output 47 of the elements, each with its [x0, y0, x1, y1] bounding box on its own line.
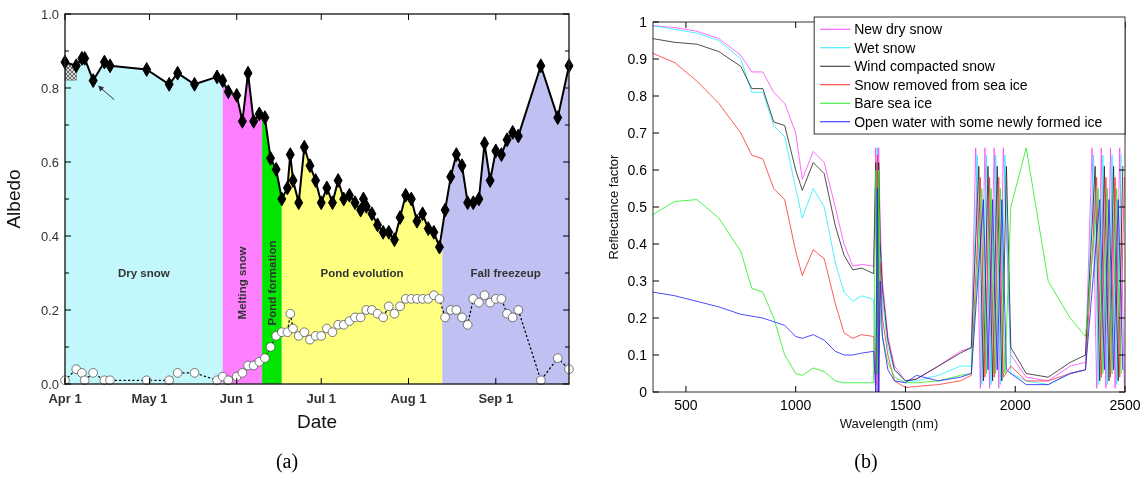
x-tick-label: Jul 1 — [306, 391, 337, 406]
line-series — [652, 147, 1122, 384]
y-tick-label: 0.5 — [627, 198, 648, 215]
band-label: Pond evolution — [320, 266, 404, 279]
legend-label: Wet snow — [854, 39, 917, 56]
band-label: Melting snow — [236, 246, 249, 320]
y-tick-label: 0.8 — [40, 80, 59, 96]
y-tick-label: 0 — [639, 383, 648, 400]
y-tick-label: 0.4 — [40, 228, 59, 244]
y-tick-label: 0.9 — [627, 50, 648, 67]
y-tick-label: 0.2 — [627, 309, 648, 326]
x-tick-label: 1000 — [780, 397, 812, 413]
x-axis-title: Date — [296, 411, 338, 432]
y-tick-label: 0.7 — [627, 124, 648, 141]
y-tick-label: 0.8 — [627, 87, 648, 104]
band-label: Fall freezeup — [470, 266, 541, 279]
x-tick-label: May 1 — [131, 391, 168, 406]
x-axis-title: Wavelength (nm) — [839, 416, 939, 431]
x-tick-label: Sep 1 — [478, 391, 514, 406]
x-tick-label: 1500 — [889, 397, 922, 413]
x-tick-label: 2000 — [999, 397, 1032, 413]
text: (a) — [275, 450, 299, 473]
x-tick-label: Jun 1 — [219, 391, 254, 406]
line-series — [652, 188, 1124, 393]
x-tick-label: Apr 1 — [48, 391, 82, 406]
legend-label: Open water with some newly formed ice — [854, 113, 1103, 130]
y-tick-label: 0.6 — [40, 154, 59, 170]
y-axis-title: Reflectance factor — [606, 153, 621, 260]
legend-label: Wind compacted snow — [854, 58, 996, 75]
x-tick-label: 2500 — [1109, 397, 1141, 413]
y-tick-label: 1.0 — [40, 6, 59, 22]
text: (b) — [854, 450, 878, 473]
y-tick-label: 0.3 — [627, 272, 648, 289]
y-tick-label: 0.4 — [627, 235, 648, 252]
y-tick-label: 0.2 — [40, 302, 59, 318]
x-tick-label: 500 — [674, 397, 698, 413]
y-tick-label: 1 — [639, 13, 648, 30]
band-label: Dry snow — [117, 266, 170, 279]
legend-label: Snow removed from sea ice — [854, 76, 1028, 93]
y-axis-title: Albedo — [3, 169, 24, 229]
y-tick-label: 0.6 — [627, 161, 648, 178]
legend-label: Bare sea ice — [854, 95, 933, 112]
y-tick-label: 0.0 — [40, 376, 59, 392]
legend-label: New dry snow — [854, 21, 943, 38]
x-tick-label: Aug 1 — [390, 391, 427, 406]
y-tick-label: 0.1 — [627, 346, 648, 363]
band-label: Pond formation — [265, 240, 278, 326]
